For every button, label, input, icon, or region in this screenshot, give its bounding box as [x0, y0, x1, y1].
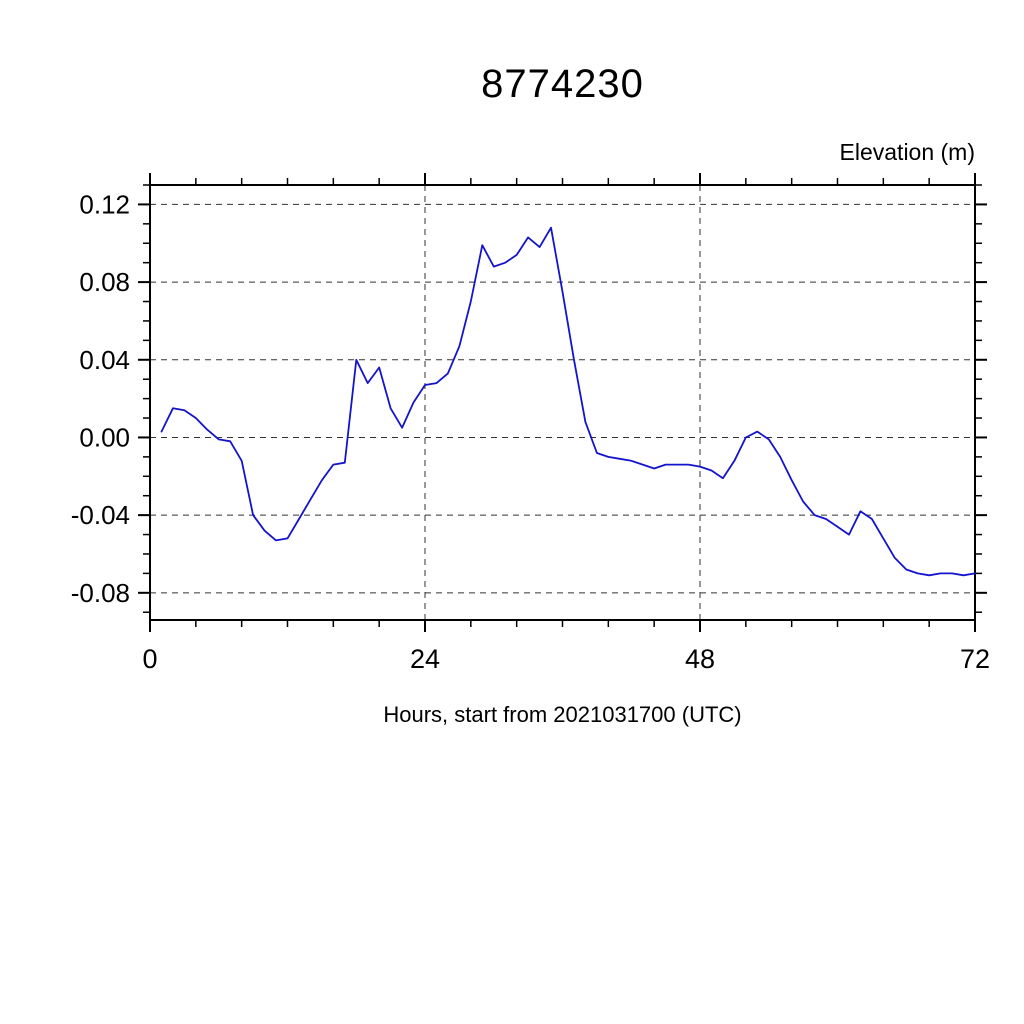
- y-tick-label: 0.04: [79, 345, 130, 375]
- x-tick-label: 0: [142, 644, 157, 674]
- y-tick-label: 0.00: [79, 422, 130, 452]
- y-axis-title: Elevation (m): [839, 139, 975, 165]
- chart-title: 8774230: [481, 62, 644, 106]
- y-tick-label: 0.12: [79, 189, 130, 219]
- x-axis-title: Hours, start from 2021031700 (UTC): [383, 702, 742, 727]
- plot-frame: [149, 184, 976, 621]
- x-tick-label: 24: [410, 644, 440, 674]
- y-tick-label: -0.04: [71, 500, 130, 530]
- x-tick-label: 48: [685, 644, 715, 674]
- y-tick-label: 0.08: [79, 267, 130, 297]
- y-tick-label: -0.08: [71, 578, 130, 608]
- x-tick-label: 72: [960, 644, 990, 674]
- elevation-line: [160, 226, 976, 577]
